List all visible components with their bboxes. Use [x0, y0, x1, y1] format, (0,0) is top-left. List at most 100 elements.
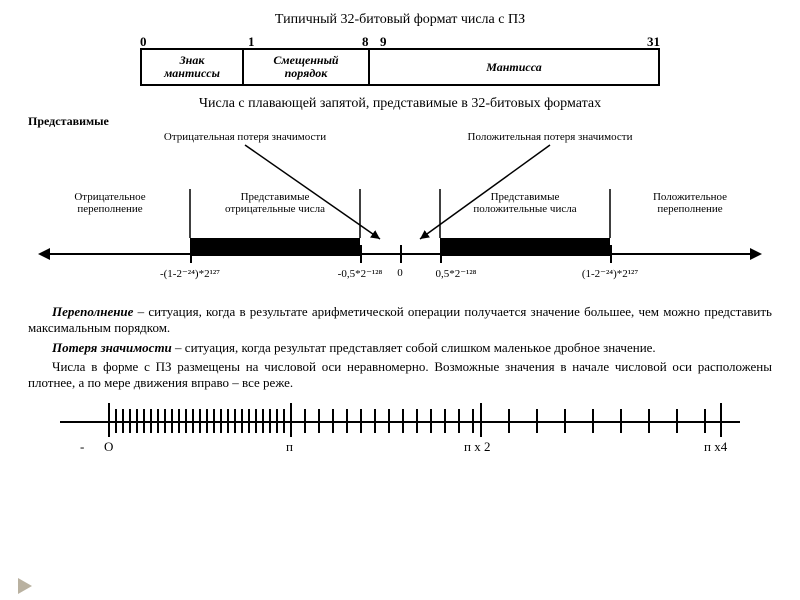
axis-val-neg-small: -0,5*2⁻¹²⁸ — [318, 267, 402, 280]
cell-sign: Знакмантиссы — [142, 50, 244, 84]
ruler-tick — [290, 403, 292, 437]
ruler-tick — [262, 409, 264, 433]
bit-label-9: 9 — [380, 34, 387, 50]
ruler-tick — [318, 409, 320, 433]
axis-arrow-right — [750, 248, 762, 260]
play-icon[interactable] — [18, 578, 32, 594]
term-overflow: Переполнение — [52, 304, 133, 319]
ruler-tick — [248, 409, 250, 433]
ruler-tick — [122, 409, 124, 433]
ruler-tick — [304, 409, 306, 433]
ruler-tick — [648, 409, 650, 433]
ruler-tick — [234, 409, 236, 433]
bit-label-31: 31 — [647, 34, 660, 50]
tick-vmax — [610, 245, 612, 263]
para-overflow: Переполнение – ситуация, когда в результ… — [28, 304, 772, 337]
ruler-tick — [402, 409, 404, 433]
axis-val-zero: 0 — [392, 267, 408, 279]
ruler-tick — [199, 409, 201, 433]
ruler-tick — [472, 409, 474, 433]
ruler-tick — [480, 403, 482, 437]
ruler-tick — [157, 409, 159, 433]
ruler-tick — [564, 409, 566, 433]
ruler-label-neg: - — [80, 439, 84, 455]
ruler-tick — [458, 409, 460, 433]
ruler-tick — [592, 409, 594, 433]
ruler-tick — [136, 409, 138, 433]
label-pos-underflow: Положительная потеря значимости — [440, 131, 660, 143]
ruler-tick — [444, 409, 446, 433]
cell-exponent: Смещенныйпорядок — [244, 50, 370, 84]
bit-layout: 0 1 8 9 31 Знакмантиссы Смещенныйпорядок… — [140, 34, 660, 86]
bit-label-0: 0 — [140, 34, 147, 50]
title-representable: Числа с плавающей запятой, представимые … — [28, 96, 772, 112]
ruler-tick — [206, 409, 208, 433]
label-neg-underflow: Отрицательная потеря значимости — [140, 131, 350, 143]
ruler-tick — [276, 409, 278, 433]
ruler-axis — [60, 421, 740, 423]
axis-val-min: -(1-2⁻²⁴)*2¹²⁷ — [140, 267, 240, 280]
axis-arrow-left — [38, 248, 50, 260]
ruler-tick — [255, 409, 257, 433]
ruler-tick — [241, 409, 243, 433]
text-overflow: – ситуация, когда в результате арифметич… — [28, 304, 772, 335]
title-32bit-format: Типичный 32-битовый формат числа с ПЗ — [28, 12, 772, 28]
term-underflow: Потеря значимости — [52, 340, 172, 355]
text-underflow: – ситуация, когда результат представляет… — [172, 340, 656, 355]
ruler-tick — [332, 409, 334, 433]
ruler-tick — [536, 409, 538, 433]
para-underflow: Потеря значимости – ситуация, когда резу… — [28, 340, 772, 356]
ruler-tick — [227, 409, 229, 433]
block-neg-representable — [190, 238, 360, 256]
ruler-tick — [185, 409, 187, 433]
number-line-diagram: Отрицательная потеря значимости Положите… — [40, 131, 760, 301]
label-pos-representable: Представимыеположительные числа — [440, 191, 610, 215]
subtitle-representable: Представимые — [28, 114, 772, 129]
tick-neg-small — [360, 245, 362, 263]
label-pos-overflow: Положительноепереполнение — [625, 191, 755, 215]
ruler-tick — [150, 409, 152, 433]
ruler-tick — [388, 409, 390, 433]
ruler-tick — [346, 409, 348, 433]
bit-position-labels: 0 1 8 9 31 — [140, 34, 660, 48]
ruler-tick — [620, 409, 622, 433]
ruler-tick — [283, 409, 285, 433]
tick-pos-small — [440, 245, 442, 263]
ruler-tick — [192, 409, 194, 433]
density-ruler: - O п п x 2 п x4 — [60, 399, 740, 459]
label-neg-overflow: Отрицательноепереполнение — [50, 191, 170, 215]
ruler-tick — [269, 409, 271, 433]
ruler-tick — [108, 403, 110, 437]
tick-zero — [400, 245, 402, 263]
ruler-tick — [178, 409, 180, 433]
axis-val-max: (1-2⁻²⁴)*2¹²⁷ — [560, 267, 660, 280]
axis-val-pos-small: 0,5*2⁻¹²⁸ — [416, 267, 496, 280]
bit-cells: Знакмантиссы Смещенныйпорядок Мантисса — [140, 48, 660, 86]
ruler-tick — [720, 403, 722, 437]
ruler-tick — [360, 409, 362, 433]
para-distribution: Числа в форме с ПЗ размещены на числовой… — [28, 359, 772, 392]
ruler-label-p2: п x 2 — [464, 439, 490, 455]
ruler-tick — [508, 409, 510, 433]
ruler-tick — [704, 409, 706, 433]
bit-label-8: 8 — [362, 34, 369, 50]
ruler-label-p4: п x4 — [704, 439, 727, 455]
ruler-tick — [171, 409, 173, 433]
ruler-tick — [164, 409, 166, 433]
bit-label-1: 1 — [248, 34, 255, 50]
ruler-tick — [374, 409, 376, 433]
ruler-tick — [220, 409, 222, 433]
ruler-tick — [213, 409, 215, 433]
ruler-label-o: O — [104, 439, 113, 455]
ruler-tick — [143, 409, 145, 433]
cell-mantissa: Мантисса — [370, 50, 658, 84]
ruler-tick — [115, 409, 117, 433]
tick-vmin — [190, 245, 192, 263]
ruler-label-p: п — [286, 439, 293, 455]
ruler-tick — [676, 409, 678, 433]
ruler-tick — [129, 409, 131, 433]
label-neg-representable: Представимыеотрицательные числа — [190, 191, 360, 215]
block-pos-representable — [440, 238, 610, 256]
ruler-tick — [416, 409, 418, 433]
ruler-tick — [430, 409, 432, 433]
